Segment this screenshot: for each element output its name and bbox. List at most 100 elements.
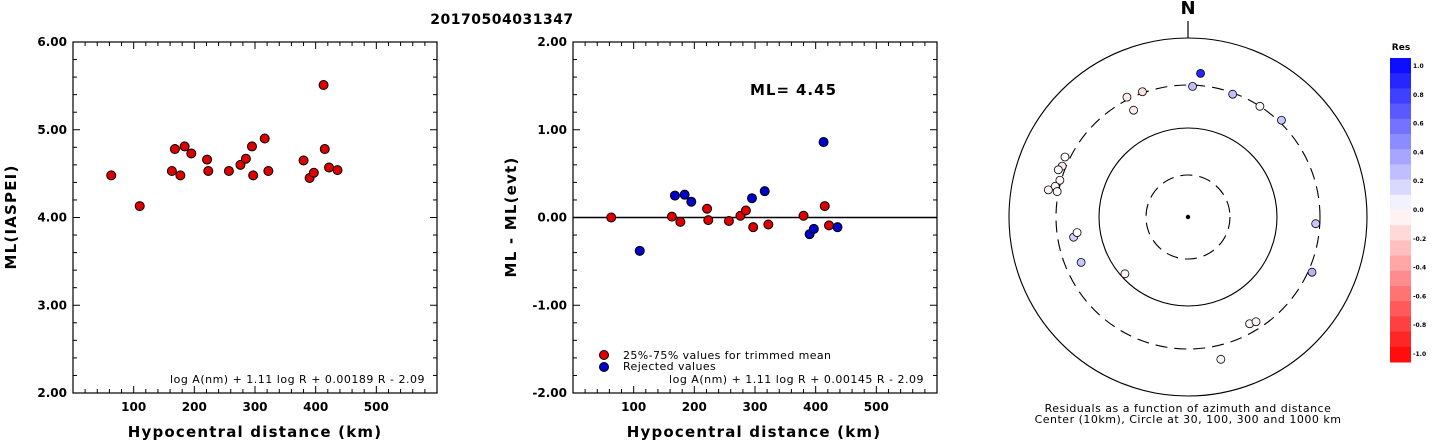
x-axis-label: Hypocentral distance (km) (627, 423, 882, 441)
data-point (175, 170, 186, 181)
colorbar-segment (1390, 210, 1411, 226)
colorbar-segment (1390, 103, 1411, 120)
colorbar-tick-label: -1.0 (1413, 351, 1426, 358)
residual-vs-distance-plot: Hypocentral distance (km) ML - ML(evt) M… (502, 35, 938, 441)
azimuth-residual-plot: N Residuals as a function of azimuth and… (1008, 0, 1426, 426)
data-point (106, 170, 117, 181)
colorbar-segment (1390, 270, 1411, 287)
legend-label-rejected: Rejected values (623, 360, 716, 373)
y-tick-label: -2.00 (532, 386, 567, 400)
data-point-trimmed (748, 222, 759, 233)
station-residual-point (1138, 87, 1147, 97)
data-point (263, 165, 274, 176)
data-point (318, 79, 329, 90)
data-point-trimmed (824, 220, 835, 231)
data-point-trimmed (666, 211, 677, 222)
colorbar-segment (1390, 316, 1411, 333)
ml-vs-distance-plot: Hypocentral distance (km) ML(IASPEI) log… (2, 35, 438, 441)
station-residual-point (1277, 115, 1286, 125)
data-point (324, 162, 335, 173)
station-residual-point (1043, 185, 1053, 195)
colorbar-segment (1390, 149, 1411, 165)
data-point-trimmed (798, 210, 809, 221)
legend-label-trimmed: 25%-75% values for trimmed mean (623, 349, 831, 362)
colorbar-segment (1390, 331, 1411, 348)
x-tick-label: 500 (364, 400, 389, 414)
ml-label: ML= (750, 81, 790, 99)
plot-frame (72, 41, 438, 394)
colorbar-segment (1390, 346, 1411, 363)
station-residual-point (1060, 152, 1070, 162)
colorbar-segment (1390, 255, 1411, 272)
data-point-rejected (634, 245, 645, 256)
data-point-trimmed (675, 216, 686, 227)
legend-marker-rejected (599, 362, 609, 372)
station-residual-point (1076, 257, 1086, 267)
data-point-trimmed (606, 212, 617, 223)
x-tick-label: 100 (621, 400, 646, 414)
data-point (203, 165, 214, 176)
colorbar-tick-label: 0.8 (1413, 92, 1424, 99)
data-point-rejected (669, 190, 680, 201)
station-residual-point (1307, 267, 1317, 277)
data-point-rejected (808, 223, 819, 234)
data-point (319, 144, 330, 155)
formula-annotation: log A(nm) + 1.11 log R + 0.00189 R - 2.0… (170, 373, 425, 386)
y-tick-label: 1.00 (537, 123, 567, 137)
station-residual-point (1072, 228, 1082, 237)
data-point-trimmed (703, 215, 714, 226)
x-axis-label: Hypocentral distance (km) (128, 423, 383, 441)
figure-title: 20170504031347 (430, 12, 573, 28)
distance-ring-1000km (1008, 37, 1368, 397)
y-tick-label: -1.00 (532, 298, 567, 312)
colorbar-tick-label: -0.2 (1413, 236, 1426, 243)
x-tick-label: 500 (864, 400, 889, 414)
legend-marker-trimmed (599, 350, 609, 360)
center-point (1185, 214, 1191, 220)
data-point (240, 153, 251, 164)
data-point (235, 159, 246, 170)
colorbar-tick-label: -0.4 (1413, 265, 1426, 272)
formula-annotation: log A(nm) + 1.11 log R + 0.00145 R - 2.0… (669, 373, 924, 386)
distance-ring-30km (1145, 174, 1231, 260)
data-point (332, 165, 343, 176)
y-tick-label: 3.00 (37, 298, 67, 312)
colorbar-tick-label: -0.6 (1413, 293, 1426, 300)
colorbar-segment (1390, 286, 1411, 302)
data-point-rejected (679, 189, 690, 200)
y-tick-label: 2.00 (537, 35, 567, 49)
colorbar-tick-label: 1.0 (1413, 63, 1424, 70)
y-tick-label: 2.00 (37, 386, 67, 400)
data-point-trimmed (763, 219, 774, 230)
colorbar-segment (1390, 179, 1411, 196)
x-tick-label: 200 (682, 400, 707, 414)
x-tick-label: 300 (742, 400, 767, 414)
station-residual-point (1053, 165, 1063, 175)
data-point-rejected (746, 193, 757, 204)
caption-line-2: Center (10km), Circle at 30, 100, 300 an… (1035, 413, 1342, 426)
data-point-trimmed (740, 205, 751, 216)
y-tick-label: 5.00 (37, 123, 67, 137)
north-label: N (1180, 0, 1195, 19)
data-point (298, 155, 309, 166)
data-point-trimmed (819, 201, 830, 212)
colorbar-segment (1390, 164, 1411, 181)
station-residual-point (1255, 101, 1265, 111)
data-point (169, 144, 180, 155)
data-point-trimmed (723, 216, 734, 227)
station-residual-point (1129, 105, 1138, 115)
data-point (308, 167, 319, 178)
colorbar-tick-label: 0.0 (1413, 207, 1424, 214)
data-point (134, 201, 145, 212)
y-tick-label: 4.00 (37, 211, 67, 225)
x-tick-label: 300 (242, 400, 267, 414)
colorbar-segment (1390, 58, 1411, 74)
station-residual-point (1251, 317, 1261, 327)
data-point (259, 133, 270, 144)
data-point (166, 165, 177, 176)
x-tick-label: 100 (121, 400, 146, 414)
x-tick-label: 400 (303, 400, 328, 414)
station-residual-point (1216, 354, 1226, 364)
y-tick-label: 6.00 (37, 35, 67, 49)
colorbar-segment (1390, 134, 1411, 150)
